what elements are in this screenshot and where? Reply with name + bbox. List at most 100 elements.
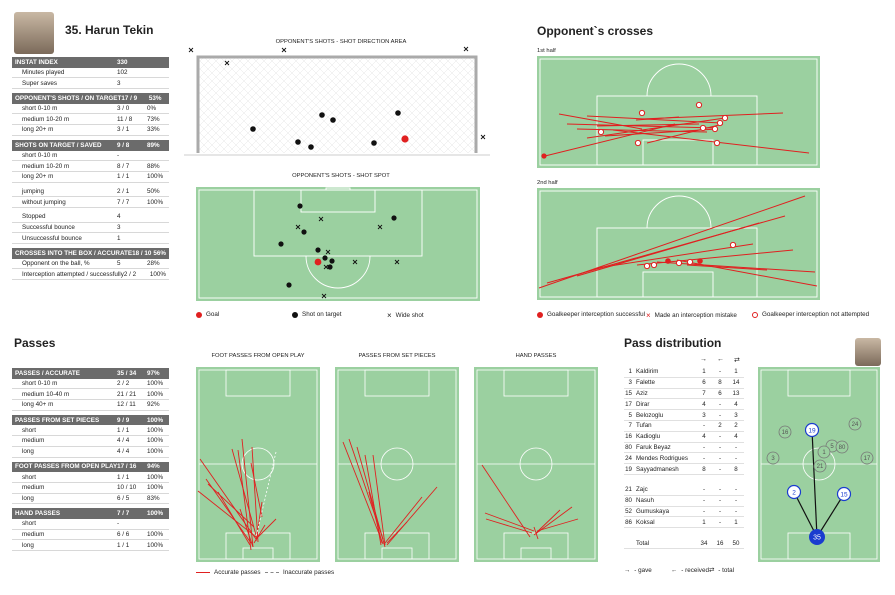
svg-text:24: 24: [852, 422, 859, 428]
player-photo: [14, 12, 54, 54]
stat-row: jumping 2 / 1 50%: [12, 187, 169, 198]
stat-row: Opponent on the ball, % 5 28%: [12, 259, 169, 270]
distribution-row: 7 Tufan -2 2: [624, 421, 744, 432]
svg-text:19: 19: [808, 428, 816, 435]
stat-row: long 4 / 4 100%: [12, 447, 169, 458]
distribution-row: 16 Kadioglu 4-4: [624, 432, 744, 443]
legend-on-target: Shot on target: [292, 311, 342, 318]
hand-passes-title: HAND PASSES: [515, 353, 557, 359]
legend-gave: → - gave: [624, 567, 652, 574]
legend-gk-not-attempted: Goalkeeper interception not attempted: [752, 311, 869, 318]
svg-text:1: 1: [822, 450, 826, 456]
crosses-title: Opponent`s crosses: [537, 24, 654, 38]
stat-row: medium 6 / 6 100%: [12, 530, 169, 541]
distribution-table: 1 Kaldirim 1-1 3 Falette 6 8 14 15 Aziz 7 6 13 17 Dira…: [624, 367, 744, 549]
goal-mark: [401, 135, 409, 143]
goal-frame: [184, 45, 490, 157]
gk-stats-table: INSTAT INDEX 330 Minutes played 102 Super sa…: [12, 57, 169, 281]
legend-received: ← - received: [671, 567, 709, 574]
legend-wide: × Wide shot: [387, 311, 424, 320]
distribution-row: 21 Zajc - - -: [624, 485, 744, 496]
stat-row: long 6 / 5 83%: [12, 494, 169, 505]
distribution-row: 80 Nasuh - - -: [624, 496, 744, 507]
distribution-pitch: 16 24 3 17 5 80 1 21 19 2 15 35: [758, 367, 880, 562]
stat-row: long 1 / 1 100%: [12, 540, 169, 551]
foot-passes-pitch: [196, 367, 320, 562]
distribution-title: Pass distribution: [624, 336, 722, 350]
distribution-row: 86 Koksal 1-1: [624, 517, 744, 529]
distribution-row: 24 Mendes Rodrigues - - -: [624, 453, 744, 465]
distribution-row: 19 Sayyadmanesh 8-8: [624, 464, 744, 475]
distribution-total-row: Total 34 16 50: [624, 538, 744, 549]
shot-spot-marks: [278, 203, 397, 288]
passes-title: Passes: [14, 336, 56, 350]
legend-accurate-passes: Accurate passes: [196, 569, 261, 576]
svg-text:5: 5: [830, 444, 834, 450]
stat-row: medium 10-20 m 11 / 8 73%: [12, 114, 169, 126]
legend-gk-success: Goalkeeper interception successful: [537, 311, 645, 318]
stat-row: Successful bounce 3: [12, 223, 169, 234]
stat-row: long 40+ m 12 / 11 92%: [12, 400, 169, 411]
stat-row: short -: [12, 519, 169, 530]
stat-row: HAND PASSES 7 / 7 100%: [12, 508, 169, 519]
stat-row: PASSES / ACCURATE 35 / 34 97%: [12, 368, 169, 379]
shot-on-target-marks: [250, 110, 401, 150]
stat-row: medium 10 / 10 100%: [12, 483, 169, 494]
stat-row: without jumping 7 / 7 100%: [12, 197, 169, 208]
distribution-row: 1 Kaldirim 1-1: [624, 367, 744, 378]
player-title: 35. Harun Tekin: [65, 23, 154, 37]
shot-spot-title: OPPONENT'S SHOTS - SHOT SPOT: [292, 173, 390, 179]
legend-total: ⇄ - total: [709, 567, 735, 574]
svg-text:80: 80: [839, 445, 846, 451]
distribution-row: 5 Belozoglu 3-3: [624, 410, 744, 421]
distribution-icons: → ← ⇄: [700, 356, 740, 364]
player-photo-small: [855, 338, 881, 366]
svg-text:2: 2: [792, 490, 796, 497]
stat-row: Minutes played 102: [12, 68, 169, 79]
crosses-second-half: [537, 188, 820, 300]
foot-passes-title: FOOT PASSES FROM OPEN PLAY: [211, 353, 305, 359]
svg-text:16: 16: [782, 430, 789, 436]
stat-row: CROSSES INTO THE BOX / ACCURATE 18 / 10 56…: [12, 248, 169, 259]
legend-gk-mistake: × Made an interception mistake: [646, 311, 737, 320]
stat-row: Unsuccessful bounce 1: [12, 233, 169, 244]
stat-row: Interception attempted / successfully 2 /…: [12, 269, 169, 281]
distribution-row: 17 Dirar 4-4: [624, 399, 744, 411]
stat-row: short 1 / 1 100%: [12, 425, 169, 437]
legend-goal: Goal: [196, 311, 219, 318]
svg-text:21: 21: [817, 464, 824, 470]
stat-row: PASSES FROM SET PIECES 9 / 9 100%: [12, 414, 169, 426]
svg-text:3: 3: [771, 456, 775, 462]
hand-passes-pitch: [474, 367, 598, 562]
stat-row: short 0-10 m-: [12, 151, 169, 162]
distribution-row: 15 Aziz 7 6 13: [624, 389, 744, 400]
second-half-label: 2nd half: [537, 180, 558, 186]
stat-row: FOOT PASSES FROM OPEN PLAY 17 / 16 94%: [12, 461, 169, 473]
distribution-row: 3 Falette 6 8 14: [624, 378, 744, 389]
stat-row: Super saves 3: [12, 78, 169, 90]
stat-row: medium 10-40 m 21 / 21 100%: [12, 389, 169, 401]
stat-row: SHOTS ON TARGET / SAVED 9 / 8 89%: [12, 139, 169, 151]
crosses-first-half: [537, 56, 820, 168]
stat-row: INSTAT INDEX 330: [12, 57, 169, 68]
first-half-label: 1st half: [537, 48, 556, 54]
svg-text:35: 35: [813, 535, 821, 542]
distribution-row: 80 Faruk Beyaz - - -: [624, 443, 744, 454]
set-passes-pitch: [335, 367, 459, 562]
distribution-row: 52 Gumuskaya - - -: [624, 507, 744, 518]
svg-text:17: 17: [864, 456, 871, 462]
stat-row: medium 4 / 4 100%: [12, 436, 169, 447]
stat-row: Stopped 4: [12, 212, 169, 223]
legend-inaccurate-passes: Inaccurate passes: [265, 569, 334, 576]
stat-row: short 1 / 1 100%: [12, 472, 169, 483]
stat-row: OPPONENT'S SHOTS / ON TARGET 17 / 9 53%: [12, 93, 169, 104]
shot-spot-pitch: [196, 187, 480, 301]
svg-text:15: 15: [840, 492, 848, 499]
set-passes-title: PASSES FROM SET PIECES: [358, 353, 436, 359]
